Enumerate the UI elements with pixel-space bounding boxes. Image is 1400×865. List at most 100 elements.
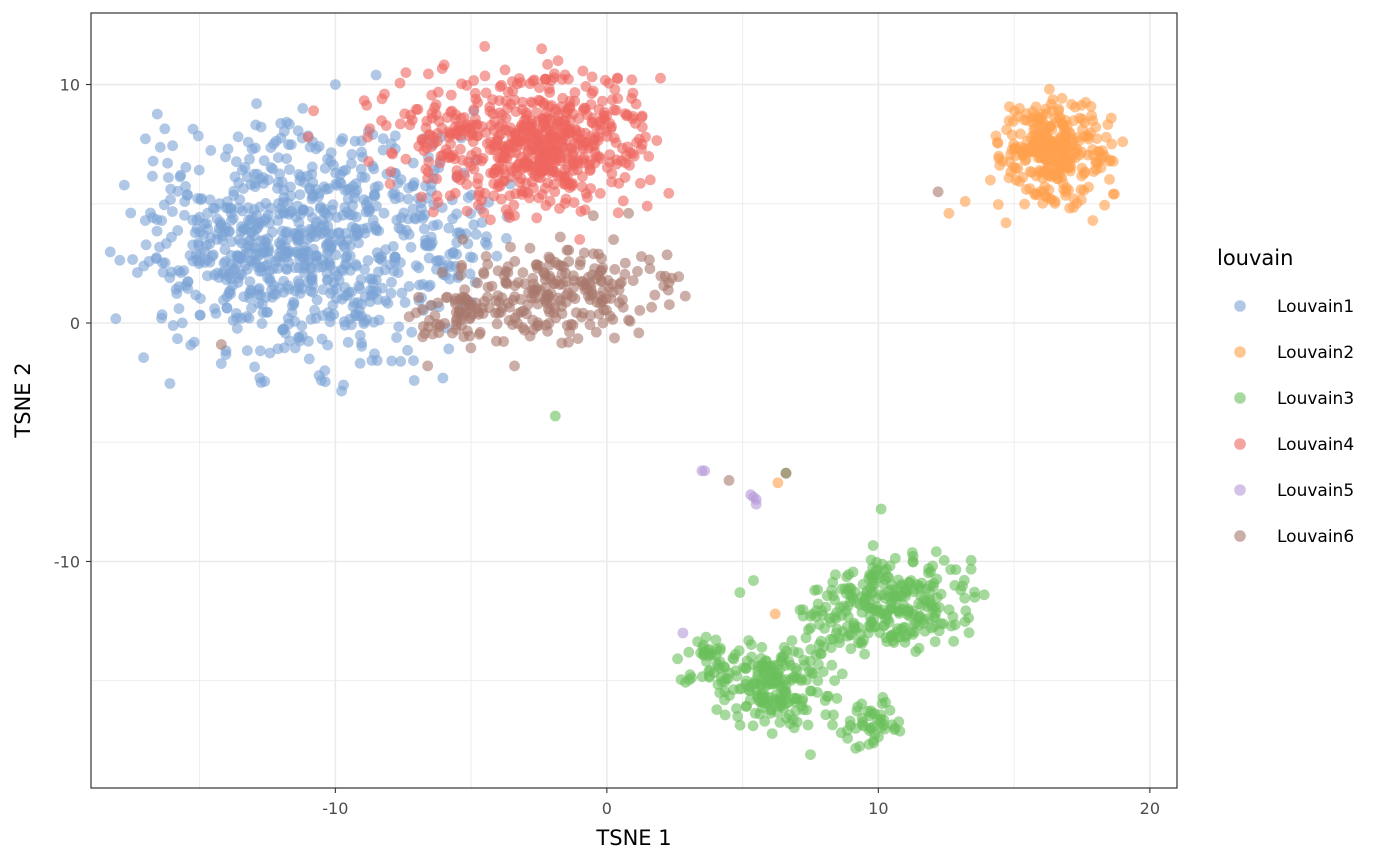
- point-louvain1: [348, 297, 360, 308]
- point-louvain6: [572, 333, 584, 344]
- point-louvain1: [156, 312, 168, 324]
- point-louvain1: [370, 69, 382, 81]
- point-louvain1: [220, 349, 232, 360]
- point-louvain3: [910, 646, 922, 657]
- point-louvain6: [601, 304, 612, 316]
- point-louvain3: [875, 709, 887, 721]
- point-louvain4: [504, 122, 516, 133]
- point-louvain3: [853, 637, 864, 649]
- point-louvain2: [1117, 136, 1129, 148]
- point-louvain1: [392, 267, 404, 279]
- point-louvain1: [233, 234, 245, 245]
- point-louvain4: [427, 206, 439, 218]
- point-louvain4: [400, 67, 412, 78]
- point-louvain1: [211, 234, 223, 245]
- point-louvain6: [562, 287, 574, 299]
- point-louvain4: [606, 94, 618, 106]
- point-louvain1: [380, 244, 392, 256]
- point-louvain6: [480, 251, 492, 262]
- point-louvain6: [413, 291, 424, 303]
- point-louvain4: [496, 79, 507, 91]
- point-louvain4: [636, 121, 648, 133]
- point-louvain1: [339, 282, 351, 293]
- point-louvain6: [596, 253, 607, 264]
- point-louvain4: [568, 197, 580, 208]
- point-louvain3: [748, 575, 759, 586]
- point-louvain4: [384, 178, 396, 190]
- point-louvain2: [1015, 128, 1026, 140]
- point-louvain3: [843, 569, 855, 580]
- legend-key-louvain1: [1234, 300, 1246, 312]
- point-louvain1: [480, 237, 491, 248]
- point-louvain1: [369, 348, 380, 360]
- point-louvain6: [584, 319, 596, 331]
- point-louvain1: [110, 313, 122, 325]
- point-louvain1: [258, 178, 269, 189]
- legend-key-louvain6: [1234, 530, 1246, 542]
- point-louvain3: [893, 606, 905, 617]
- point-louvain4: [510, 106, 522, 117]
- point-louvain1: [330, 79, 341, 90]
- point-louvain1: [118, 179, 130, 191]
- point-louvain1: [138, 352, 150, 363]
- point-louvain1: [350, 258, 362, 270]
- point-louvain2: [1029, 188, 1041, 199]
- point-louvain1: [385, 287, 397, 299]
- point-louvain6: [524, 242, 536, 254]
- point-louvain3: [836, 610, 848, 621]
- point-louvain1: [402, 344, 413, 356]
- point-louvain3: [754, 696, 765, 707]
- point-louvain1: [281, 153, 292, 165]
- point-louvain1: [476, 217, 488, 228]
- point-louvain6: [633, 327, 645, 339]
- point-louvain6: [416, 303, 428, 315]
- point-louvain1: [313, 370, 325, 381]
- point-louvain3: [845, 643, 857, 655]
- point-louvain2: [1086, 110, 1097, 121]
- point-louvain6: [432, 297, 444, 309]
- point-louvain3: [728, 684, 739, 695]
- point-louvain1: [159, 123, 171, 135]
- point-louvain3: [842, 732, 853, 744]
- point-louvain3: [704, 665, 716, 676]
- point-louvain6: [491, 318, 503, 330]
- point-louvain3: [734, 587, 746, 598]
- point-louvain4: [422, 173, 433, 184]
- point-louvain1: [284, 118, 295, 130]
- point-louvain4: [429, 102, 440, 114]
- point-louvain1: [410, 260, 422, 271]
- point-louvain6: [542, 325, 553, 337]
- point-louvain1: [251, 209, 262, 221]
- point-louvain3: [938, 555, 950, 566]
- point-louvain4: [395, 118, 406, 130]
- point-louvain4: [416, 134, 428, 146]
- point-louvain2: [1057, 119, 1068, 131]
- point-louvain6: [679, 290, 691, 302]
- point-louvain1: [255, 121, 267, 133]
- point-louvain4: [565, 114, 576, 126]
- point-louvain2: [1019, 198, 1030, 210]
- point-louvain3: [786, 635, 798, 647]
- point-louvain1: [405, 241, 417, 253]
- point-louvain3: [876, 698, 888, 709]
- point-louvain3: [947, 611, 959, 623]
- point-louvain1: [324, 260, 336, 272]
- point-louvain3: [859, 648, 870, 660]
- point-louvain1: [360, 206, 372, 218]
- point-louvain4: [627, 87, 639, 99]
- point-louvain3: [831, 693, 843, 704]
- point-louvain1: [293, 331, 305, 343]
- point-louvain2: [1044, 83, 1055, 95]
- point-louvain1: [158, 199, 170, 211]
- point-louvain6: [544, 273, 556, 284]
- x-tick-label: 10: [868, 799, 888, 818]
- point-louvain1: [377, 133, 389, 145]
- point-louvain3: [948, 635, 959, 647]
- point-louvain4: [559, 197, 571, 209]
- point-louvain1: [384, 259, 396, 270]
- point-louvain6: [663, 299, 675, 310]
- point-louvain1: [309, 304, 320, 316]
- point-louvain1: [167, 206, 178, 217]
- point-louvain3: [714, 656, 726, 667]
- point-louvain1: [285, 139, 297, 151]
